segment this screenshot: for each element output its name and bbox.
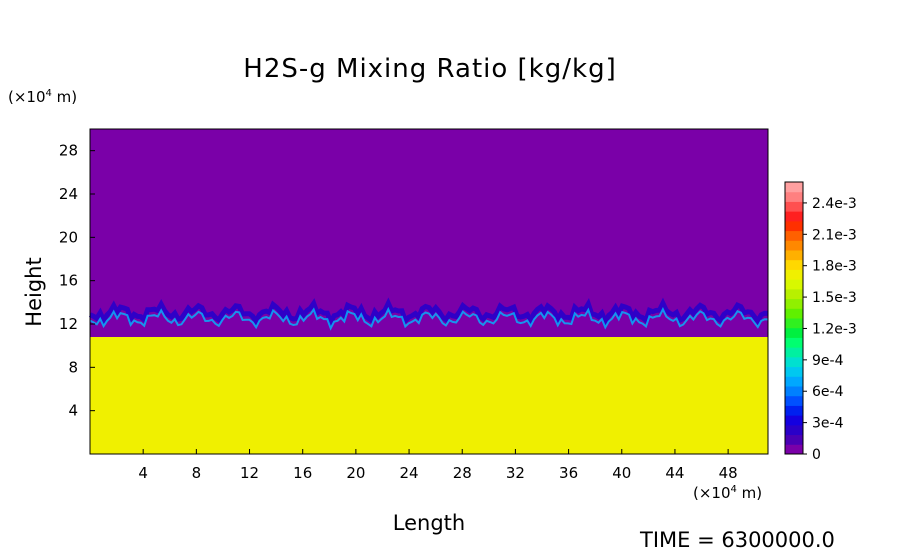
colorbar-swatch <box>785 230 803 241</box>
y-tick-label: 16 <box>59 272 78 290</box>
y-tick-label: 24 <box>59 185 78 203</box>
colorbar-swatch <box>785 259 803 270</box>
x-tick-label: 44 <box>665 464 684 482</box>
x-tick-label: 28 <box>453 464 472 482</box>
x-tick-label: 24 <box>400 464 419 482</box>
colorbar-tick-label: 3e-4 <box>812 416 844 432</box>
colorbar-swatch <box>785 191 803 202</box>
colorbar-swatch <box>785 288 803 300</box>
colorbar-tick-label: 1.8e-3 <box>812 259 857 275</box>
x-tick-label: 16 <box>293 464 312 482</box>
colorbar-frame <box>784 181 804 455</box>
colorbar-swatch <box>785 337 803 348</box>
colorbar-swatch <box>785 366 803 377</box>
y-axis-unit: (×104 m) <box>8 88 77 106</box>
y-tick-label: 8 <box>68 358 78 376</box>
colorbar-swatch <box>785 211 803 222</box>
y-unit-tail: m) <box>51 88 78 106</box>
plot-frame <box>89 128 769 455</box>
x-unit-exponent: 4 <box>730 484 737 495</box>
x-tick-label: 12 <box>240 464 259 482</box>
x-tick-label: 48 <box>719 464 738 482</box>
interface-line <box>88 297 769 329</box>
colorbar: 0 3e-4 6e-4 9e-4 1.2e-3 1.5e-3 1.8e-3 2.1e-3 2.4… <box>784 181 857 463</box>
colorbar-swatch <box>785 386 803 397</box>
colorbar-swatch <box>785 250 803 261</box>
interface-highlight <box>89 306 769 331</box>
x-tick-label: 36 <box>559 464 578 482</box>
colorbar-swatch <box>785 444 803 455</box>
colorbar-swatch <box>785 347 803 358</box>
colorbar-swatch <box>785 298 803 309</box>
colorbar-tick-label: 1.2e-3 <box>812 321 857 337</box>
colorbar-swatch <box>785 269 803 280</box>
colorbar-tick-label: 2.1e-3 <box>812 227 857 243</box>
colorbar-tick-label: 9e-4 <box>812 353 844 369</box>
y-tick-label: 12 <box>59 315 78 333</box>
x-tick-label: 4 <box>138 464 148 482</box>
colorbar-swatch <box>785 356 803 368</box>
colorbar-swatch <box>785 201 803 212</box>
y-tick-label: 20 <box>59 228 78 246</box>
colorbar-tick-label: 6e-4 <box>812 384 844 400</box>
x-axis: 4 8 12 16 20 24 28 32 36 40 44 48 <box>138 449 738 482</box>
colorbar-tick-label: 1.5e-3 <box>812 290 857 306</box>
chart-title: H2S-g Mixing Ratio [kg/kg] <box>243 54 617 84</box>
colorbar-swatch <box>785 318 803 329</box>
colorbar-swatch <box>785 220 803 232</box>
x-axis-label: Length <box>392 511 466 535</box>
x-tick-label: 20 <box>346 464 365 482</box>
colorbar-swatch <box>785 405 803 416</box>
colorbar-swatch <box>785 240 803 251</box>
colorbar-swatch <box>785 376 803 387</box>
colorbar-swatch <box>785 279 803 290</box>
colorbar-swatch <box>785 395 803 406</box>
y-unit-base: (×10 <box>8 88 46 106</box>
x-unit-base: (×10 <box>693 484 731 502</box>
colorbar-tick-label: 0 <box>812 447 821 463</box>
colorbar-tick-label: 2.4e-3 <box>812 196 857 212</box>
plot-area <box>88 128 769 455</box>
colorbar-swatch <box>785 308 803 319</box>
x-tick-label: 32 <box>506 464 525 482</box>
y-axis: 4 8 12 16 20 24 28 <box>59 142 95 420</box>
colorbar-swatch <box>785 327 803 338</box>
x-axis-unit: (×104 m) <box>693 484 762 502</box>
x-unit-tail: m) <box>736 484 763 502</box>
colorbar-swatch <box>785 182 803 193</box>
x-tick-label: 8 <box>192 464 202 482</box>
colorbar-swatch <box>785 415 803 426</box>
colorbar-swatch <box>785 424 803 436</box>
x-tick-label: 40 <box>612 464 631 482</box>
y-unit-exponent: 4 <box>45 88 52 99</box>
y-tick-label: 4 <box>68 402 78 420</box>
lower-region <box>90 337 768 454</box>
y-tick-label: 28 <box>59 142 78 160</box>
colorbar-swatch <box>785 434 803 445</box>
